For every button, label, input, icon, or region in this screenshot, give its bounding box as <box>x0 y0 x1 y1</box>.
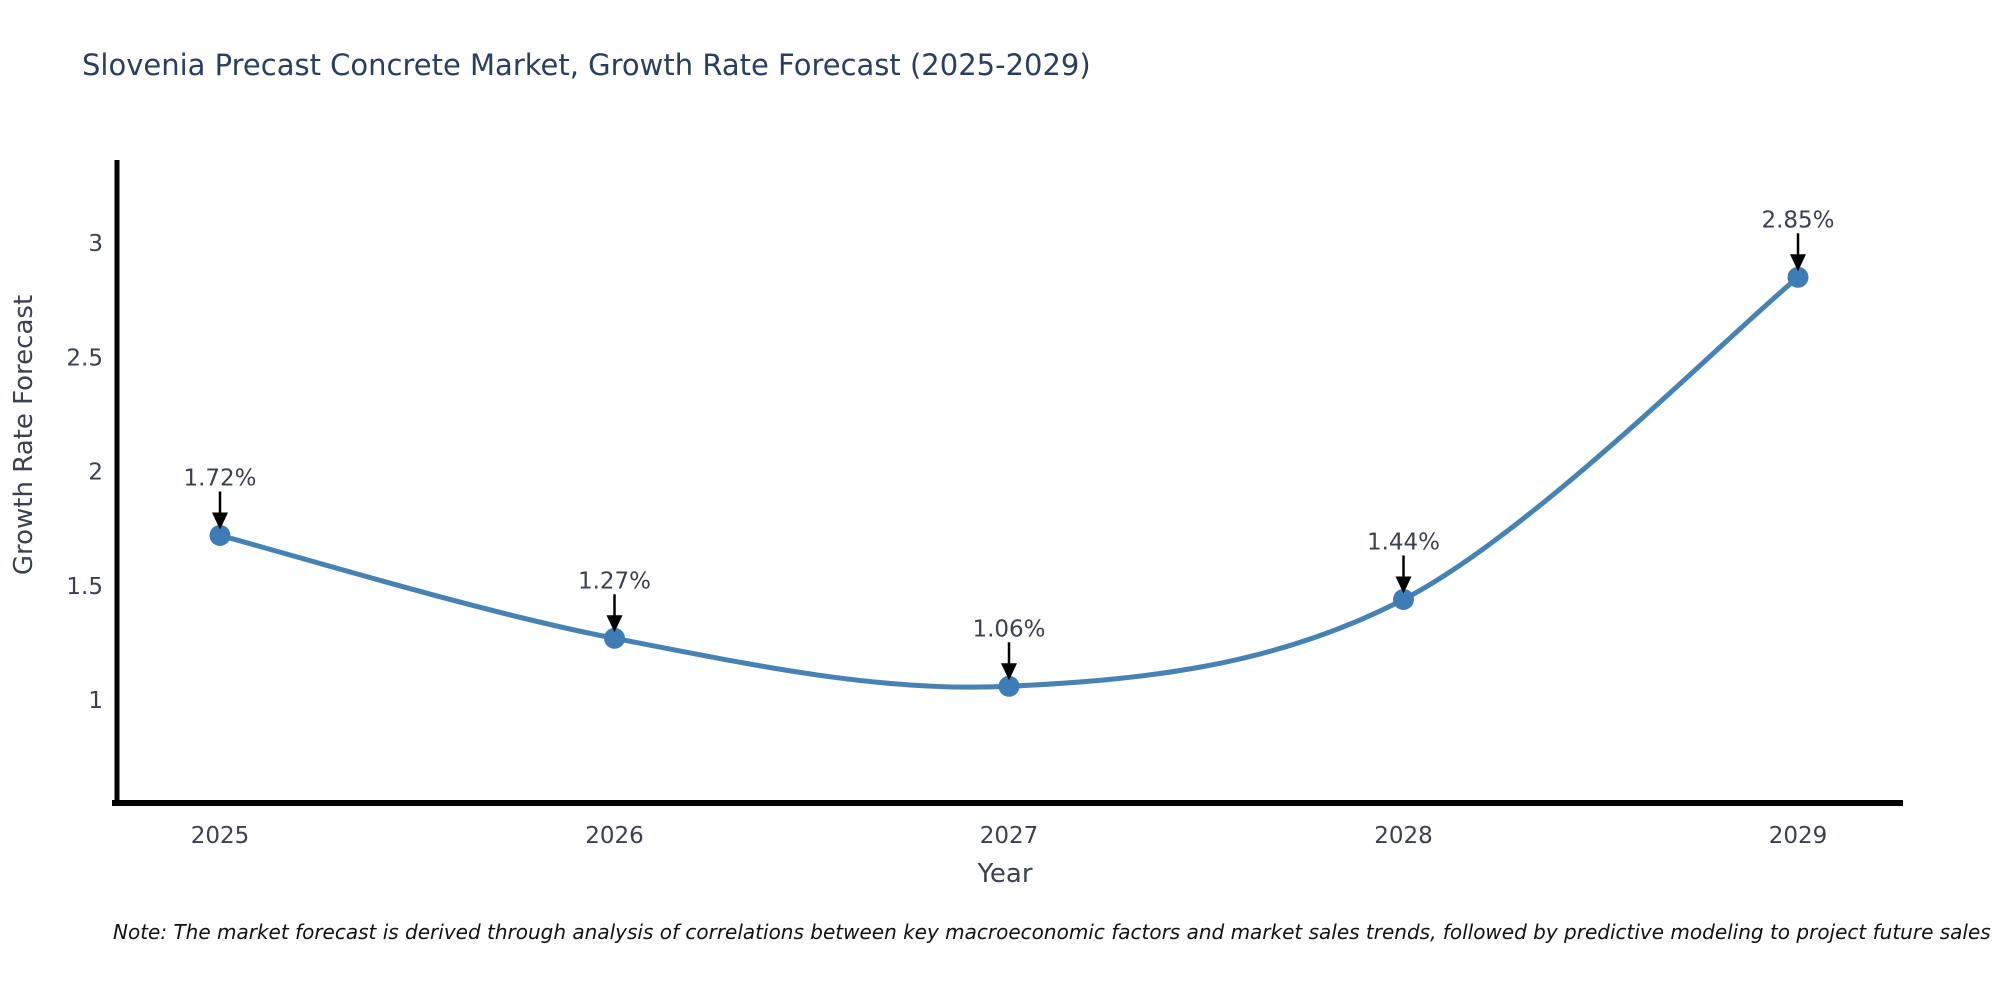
data-point-marker <box>1393 588 1414 610</box>
data-point-marker <box>604 627 625 649</box>
data-point-label: 1.72% <box>183 465 256 491</box>
y-axis-title: Growth Rate Forecast <box>9 295 39 575</box>
footnote: Note: The market forecast is derived thr… <box>113 920 1991 944</box>
data-point-label: 1.06% <box>972 616 1045 642</box>
x-tick-label: 2028 <box>1374 823 1433 849</box>
data-point-label: 2.85% <box>1761 207 1834 233</box>
y-tick-label: 1 <box>88 688 103 714</box>
y-tick-label: 2.5 <box>66 345 103 371</box>
x-tick-label: 2025 <box>191 823 250 849</box>
chart-title: Slovenia Precast Concrete Market, Growth… <box>82 48 1091 82</box>
data-point-marker <box>998 675 1020 697</box>
y-tick-label: 1.5 <box>66 574 103 600</box>
data-point-label: 1.44% <box>1367 529 1440 555</box>
data-point-marker <box>1787 266 1809 288</box>
x-tick-label: 2029 <box>1769 823 1828 849</box>
annotation-arrowhead-icon <box>212 512 228 530</box>
y-tick-label: 3 <box>88 231 103 257</box>
data-point-marker <box>209 524 231 546</box>
x-tick-label: 2027 <box>980 823 1039 849</box>
x-axis-title: Year <box>976 859 1032 889</box>
annotation-arrowhead-icon <box>606 615 623 633</box>
annotation-arrowhead-icon <box>1395 576 1412 594</box>
y-tick-label: 2 <box>88 460 103 486</box>
data-point-label: 1.27% <box>578 568 651 594</box>
x-tick-label: 2026 <box>585 823 644 849</box>
annotation-arrowhead-icon <box>1001 663 1017 681</box>
annotation-arrowhead-icon <box>1790 254 1806 272</box>
